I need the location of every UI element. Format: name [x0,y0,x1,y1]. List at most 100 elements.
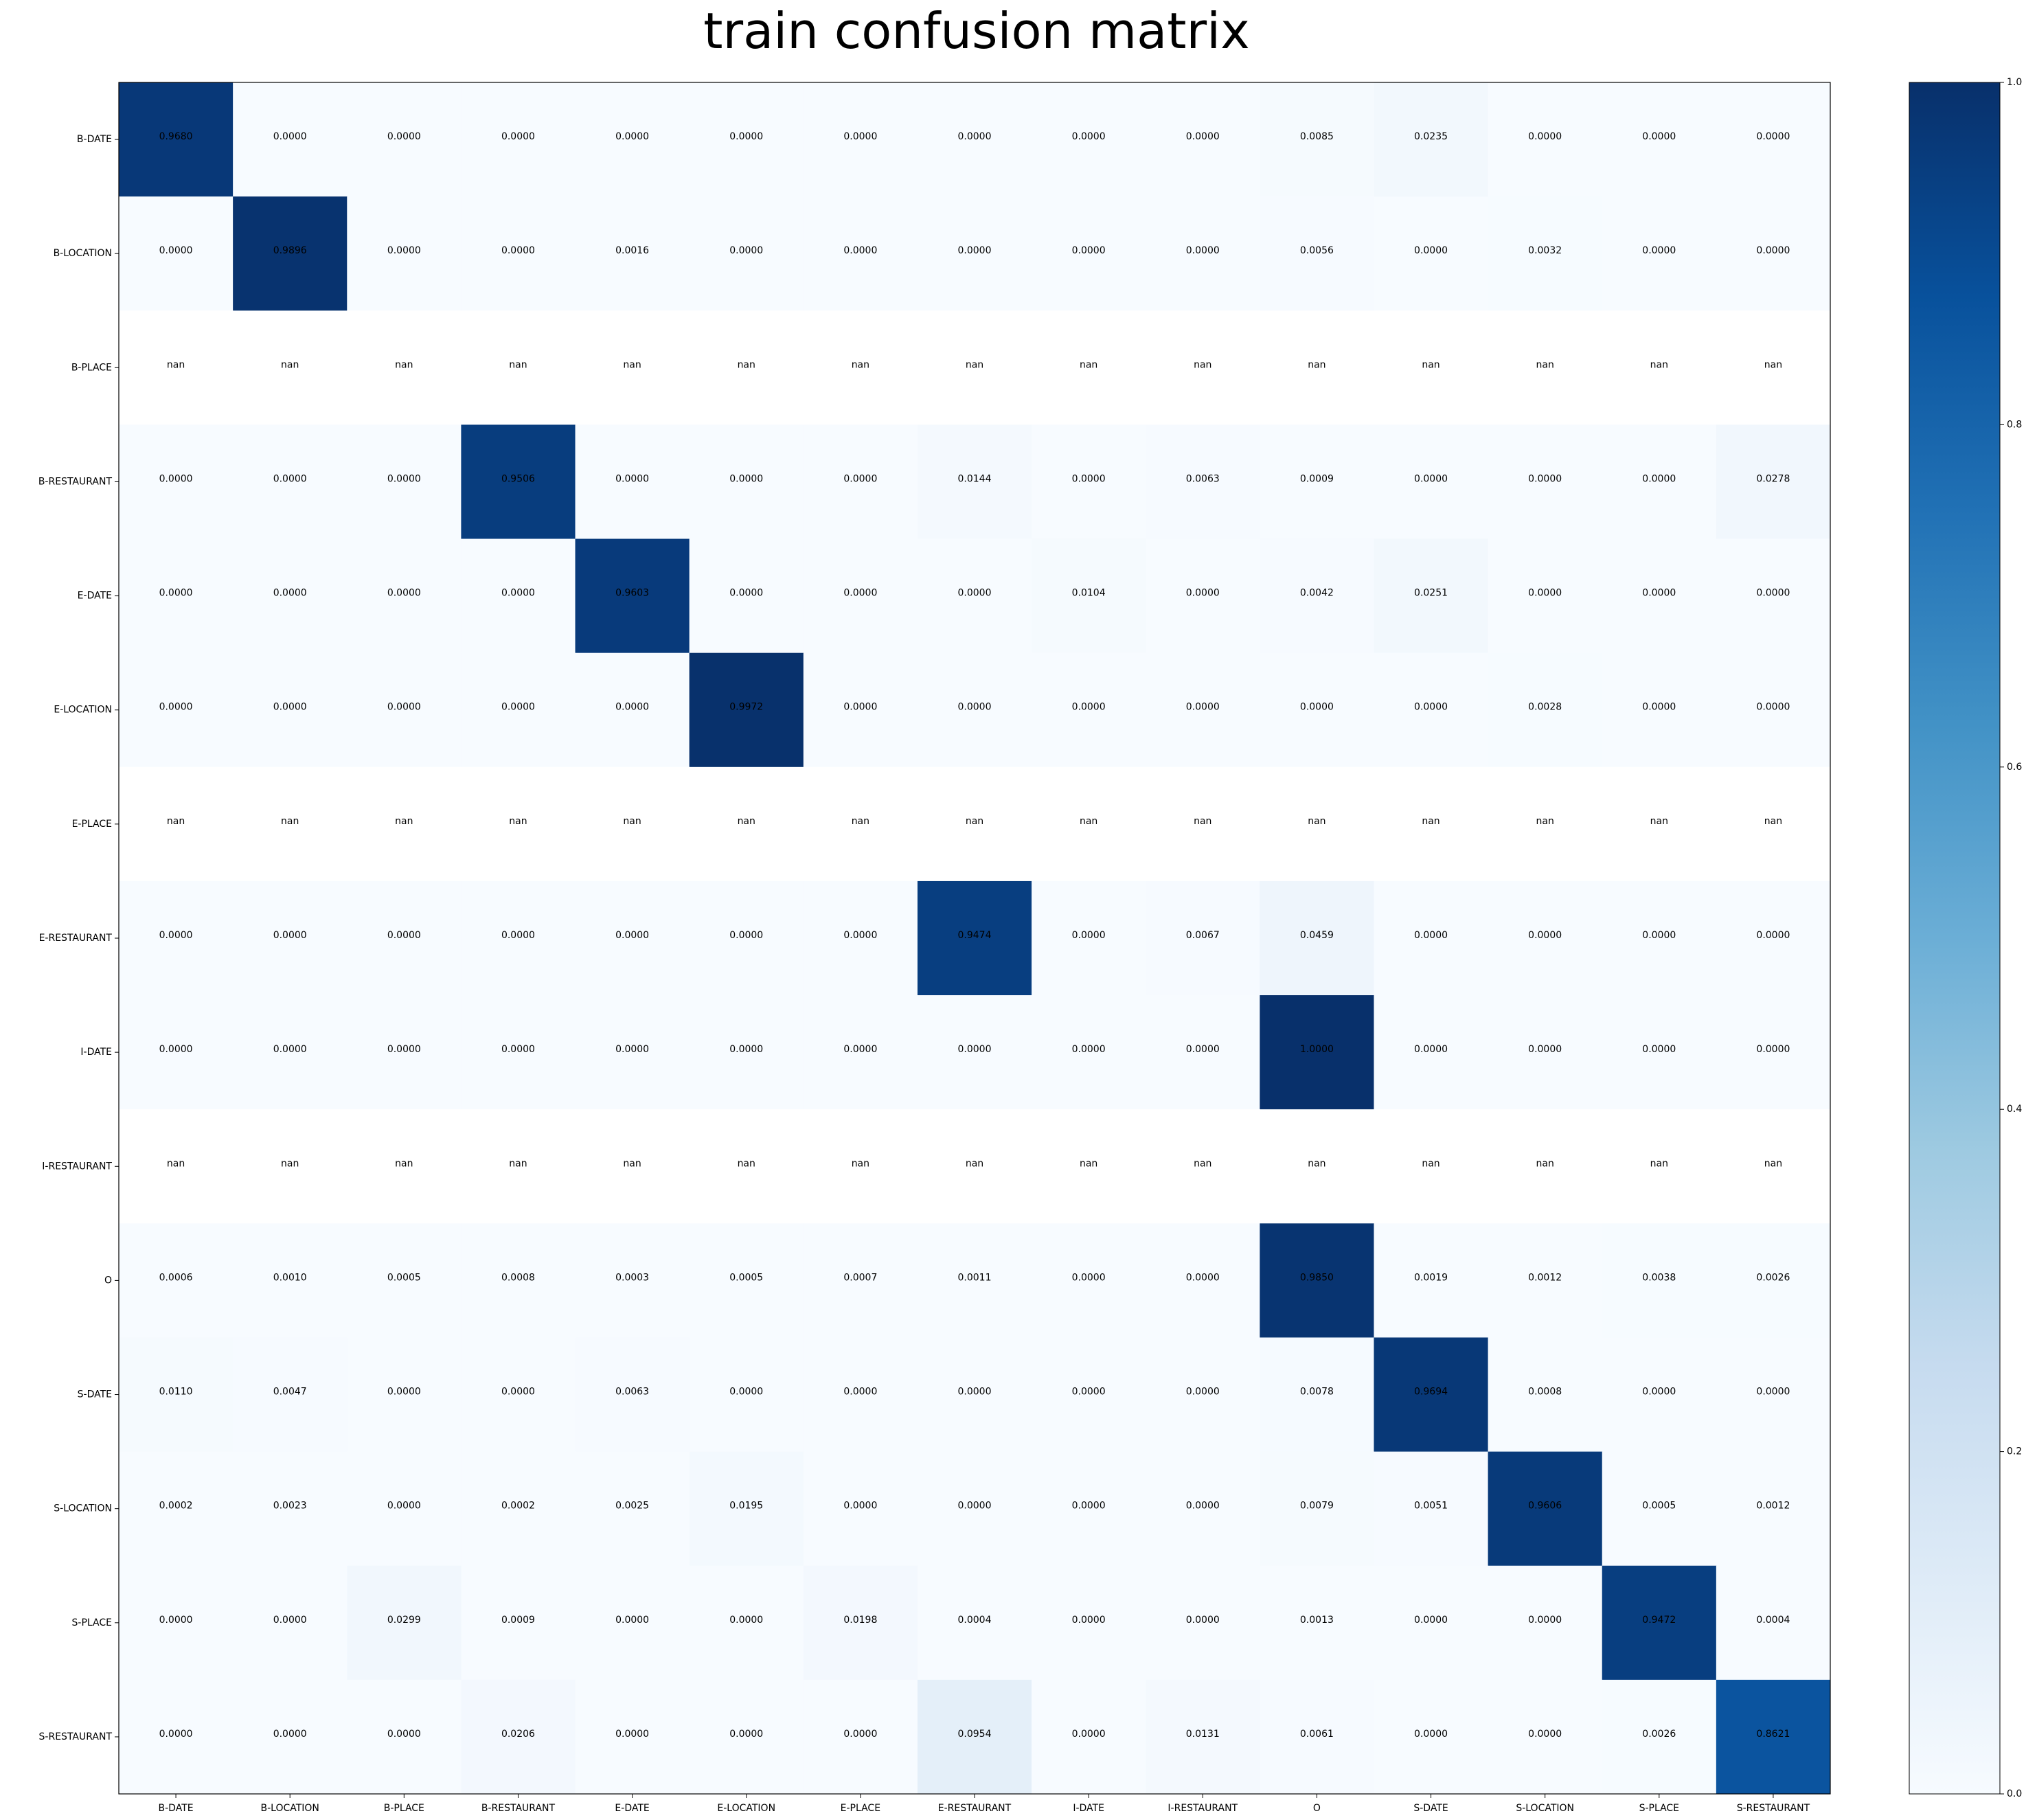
heatmap-cell [1374,1337,1489,1453]
cell-value-label: 0.0000 [1756,588,1790,599]
heatmap-cell [1260,880,1374,996]
heatmap-cell [1602,995,1717,1110]
heatmap-cell [461,1679,576,1795]
heatmap-cell [347,880,462,996]
heatmap-cell [461,1565,576,1681]
y-tick-label: I-DATE [80,1047,112,1058]
heatmap-cell [1146,538,1260,654]
heatmap-cell [1374,310,1489,425]
heatmap-cell [1488,196,1603,311]
heatmap-cell [233,1451,348,1567]
cell-value-label: 0.0000 [159,245,193,256]
cell-value-label: 0.0000 [1072,1044,1106,1055]
cell-value-label: nan [167,359,185,370]
cell-value-label: 0.0000 [501,1044,535,1055]
heatmap-cell [689,424,804,540]
cell-value-label: nan [1308,816,1325,827]
cell-value-label: 0.0195 [729,1501,763,1512]
heatmap-cell [1716,1337,1831,1453]
heatmap-cell [1260,310,1374,425]
heatmap-cell [1488,82,1603,197]
cell-value-label: 0.0000 [729,1044,763,1055]
heatmap-cell [347,538,462,654]
cell-value-label: 0.0005 [1642,1501,1676,1512]
heatmap-cell [1260,1679,1374,1795]
colorbar-tick-label: 0.0 [2007,1788,2022,1799]
cell-value-label: nan [395,359,413,370]
heatmap-cell [1374,1679,1489,1795]
cell-value-label: nan [509,816,527,827]
heatmap-cell [917,766,1032,882]
cell-value-label: 0.0000 [1186,1387,1220,1398]
cell-value-label: 0.0002 [501,1501,535,1512]
heatmap-cell [347,1109,462,1224]
cell-value-label: 0.0000 [1642,588,1676,599]
cell-value-label: 0.0000 [843,473,877,484]
cell-value-label: 0.0299 [387,1615,421,1626]
cell-value-label: 0.0000 [1072,1272,1106,1283]
cell-value-label: 0.9972 [729,702,763,713]
cell-value-label: 0.0000 [1528,473,1562,484]
heatmap-cell [689,652,804,768]
cell-value-label: 0.0000 [1642,245,1676,256]
heatmap-cell [1716,1679,1831,1795]
cell-value-label: 0.0000 [1414,245,1448,256]
y-tick-label: S-LOCATION [54,1503,112,1514]
heatmap-cell [1374,652,1489,768]
heatmap-cell [803,310,918,425]
cell-value-label: 0.0025 [615,1501,649,1512]
cell-value-label: 0.0000 [843,930,877,941]
heatmap-cell [1032,1451,1146,1567]
cell-value-label: nan [1194,359,1211,370]
cell-value-label: 0.0000 [1186,1501,1220,1512]
cell-value-label: 0.0459 [1300,930,1334,941]
heatmap-cell [1032,1565,1146,1681]
cell-value-label: 0.0004 [1756,1615,1790,1626]
heatmap-cell [347,1337,462,1453]
cell-value-label: nan [623,816,641,827]
x-tick-label: O [1313,1803,1321,1814]
cell-value-label: 0.0000 [1642,1044,1676,1055]
cell-value-label: nan [1764,816,1782,827]
x-tick-label: E-LOCATION [717,1803,775,1814]
heatmap-cell [347,196,462,311]
cell-value-label: 0.0000 [1414,930,1448,941]
heatmap-cell [1488,652,1603,768]
cell-value-label: 0.0000 [843,1387,877,1398]
cell-value-label: nan [1080,816,1097,827]
cell-value-label: 0.0003 [615,1272,649,1283]
heatmap-cell [1716,766,1831,882]
cell-value-label: 0.0023 [273,1501,307,1512]
heatmap-cell [233,1679,348,1795]
heatmap-cell [917,1337,1032,1453]
heatmap-cell [803,538,918,654]
heatmap-cell [689,1451,804,1567]
heatmap-cell [461,82,576,197]
cell-value-label: nan [1764,359,1782,370]
cell-value-label: nan [1536,1158,1554,1169]
heatmap-cell [233,196,348,311]
cell-value-label: 0.0000 [843,1044,877,1055]
heatmap-cell [1488,995,1603,1110]
cell-value-label: 0.0000 [1528,131,1562,142]
heatmap-cell [803,652,918,768]
cell-value-label: 0.0000 [1756,702,1790,713]
cell-value-label: 0.0026 [1642,1729,1676,1740]
cell-value-label: 0.0005 [729,1272,763,1283]
cell-value-label: 0.0078 [1300,1387,1334,1398]
heatmap-cell [689,310,804,425]
heatmap-cell [1260,766,1374,882]
heatmap-cell [1716,1109,1831,1224]
cell-value-label: 0.0000 [729,473,763,484]
cell-value-label: 0.0000 [273,588,307,599]
heatmap-cell [461,1337,576,1453]
cell-value-label: 0.0000 [1528,1729,1562,1740]
cell-value-label: 0.0051 [1414,1501,1448,1512]
heatmap-cell [1716,538,1831,654]
heatmap-cell [1602,1223,1717,1338]
cell-value-label: 0.0000 [843,131,877,142]
cell-value-label: 0.0007 [843,1272,877,1283]
heatmap-cell [1146,1109,1260,1224]
cell-value-label: 0.0000 [1072,1729,1106,1740]
cell-value-label: 0.0000 [159,1044,193,1055]
